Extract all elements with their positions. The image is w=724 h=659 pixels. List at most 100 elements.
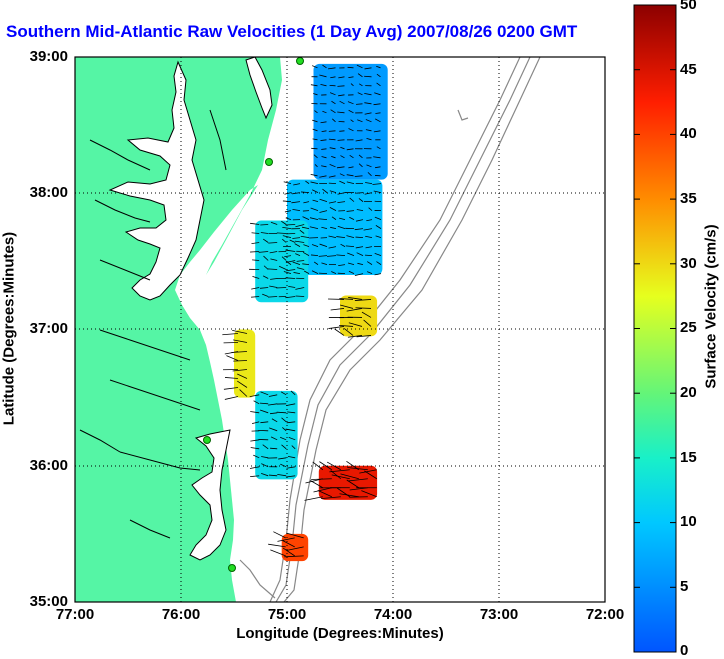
velocity-vector [223,387,239,390]
velocity-vector [358,163,363,168]
velocity-vector [339,217,346,221]
velocity-vector [334,328,345,336]
velocity-vector [364,192,373,195]
velocity-vector [347,335,363,338]
velocity-vector [337,201,346,203]
velocity-vector [270,436,278,441]
velocity-vector [326,461,341,471]
velocity-vector [320,121,327,124]
velocity-vector [288,285,296,288]
velocity-vector [317,490,332,498]
velocity-vector [319,461,333,471]
colorbar-tick-label: 45 [680,61,697,78]
velocity-vector [346,174,354,177]
velocity-vector [312,138,318,141]
velocity-vector [300,235,310,239]
velocity-vector [375,235,382,239]
velocity-vector [322,64,327,69]
y-axis-label: Latitude (Degrees:Minutes) [0,231,18,426]
velocity-region [340,295,378,337]
velocity-vector [356,252,364,256]
velocity-vector [250,447,260,450]
velocity-vector [365,182,373,185]
velocity-vector [373,156,381,159]
velocity-vector [355,246,364,249]
velocity-vector [328,326,345,329]
velocity-vector [328,130,336,132]
velocity-vector [339,180,346,184]
velocity-vector [329,469,350,473]
colorbar-tick-label: 0 [680,642,689,659]
delaware-bay [245,57,273,120]
velocity-vector [252,421,260,424]
colorbar-tick-label: 35 [680,190,697,207]
velocity-vector [348,297,363,300]
velocity-vector [267,296,278,298]
velocity-vector [270,447,278,450]
velocity-vector [270,549,286,557]
velocity-region [313,63,388,180]
velocity-vector [250,475,260,478]
velocity-vector [336,166,345,169]
velocity-vector [366,271,373,274]
velocity-vector [330,76,336,79]
velocity-vector [330,308,345,311]
velocity-vector [305,180,310,184]
velocity-vector [318,272,328,275]
velocity-vector [293,183,301,186]
velocity-vector [286,475,296,478]
velocity-vector [284,210,292,213]
velocity-vector [269,427,278,432]
velocity-vector [268,403,278,406]
velocity-vector [313,261,319,265]
velocity-vector [224,396,239,400]
velocity-region [287,179,383,275]
velocity-vector [250,222,260,225]
rivers [79,109,227,539]
velocity-vector [337,225,346,230]
velocity-vector [251,287,260,290]
velocity-vector [282,547,295,557]
velocity-vector [348,166,354,169]
velocity-vector [339,130,345,132]
velocity-region [281,533,309,562]
velocity-vector [319,175,327,178]
velocity-vector [321,148,327,150]
velocity-vector [332,118,336,123]
velocity-vector [312,65,318,69]
velocity-vector [321,165,327,168]
velocity-vector [259,409,269,414]
velocity-vector [286,421,296,424]
velocity-vector [336,254,346,257]
velocity-vector [337,111,345,114]
velocity-vector [286,546,304,551]
velocity-vector [331,100,336,105]
velocity-vector [310,480,324,489]
velocity-vector [251,232,260,234]
velocity-vector [365,119,372,123]
velocity-vector [312,119,318,123]
velocity-vector [291,445,296,450]
velocity-vector [251,296,260,298]
velocity-vector [262,275,269,279]
velocity-vector [338,94,345,97]
velocity-vector [364,67,372,70]
velocity-vector [358,154,363,159]
velocity-vector [276,411,287,414]
velocity-vector [329,207,337,211]
velocity-vector [311,270,319,274]
y-tick-label: 35:00 [29,593,68,610]
velocity-vector [269,251,278,254]
velocity-vector [374,216,382,220]
velocity-vector [311,147,318,150]
velocity-vector [251,242,260,245]
velocity-vector [285,249,296,252]
velocity-vector [273,531,286,539]
velocity-vector [321,130,327,133]
velocity-vector [374,273,382,276]
velocity-vector [295,253,301,256]
velocity-vector [328,201,337,204]
velocity-vector [318,218,328,221]
velocity-vector [346,235,355,239]
velocity-vector [292,192,301,195]
